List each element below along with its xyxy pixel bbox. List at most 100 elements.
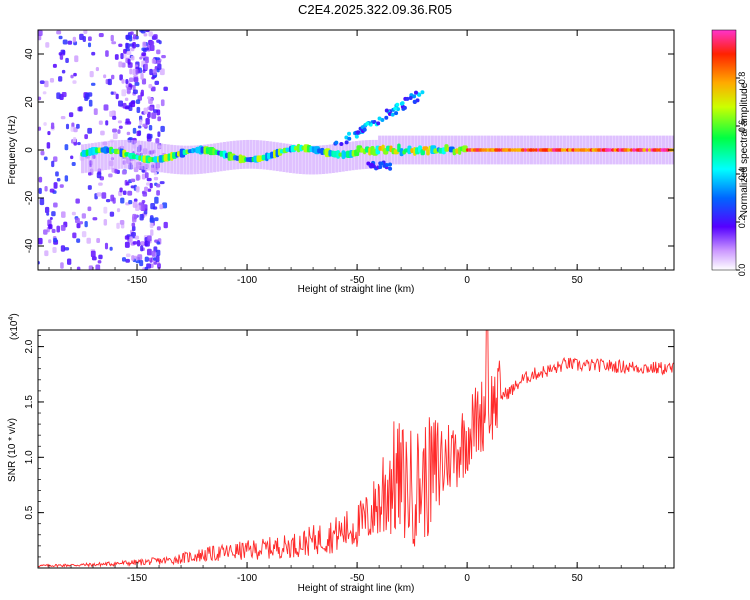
spectrogram-noise-cell [39,198,45,206]
spectrogram-noise-cell [89,71,94,78]
spectrogram-noise-cell [156,60,161,65]
spectrogram-noise-cell [144,240,150,247]
spectrogram-noise-cell [132,201,138,208]
spectrogram-noise-cell [139,213,144,221]
spectrogram-halo-cell [209,143,213,173]
spectrogram-halo-cell [331,144,335,173]
snr-x-tick-label: 50 [572,573,584,584]
spectrogram-noise-cell [120,53,124,60]
spectrogram-noise-cell [161,54,166,59]
spectrogram-noise-cell [149,182,153,189]
spectrogram-noise-cell [139,119,143,126]
snr-y-tick-label: 1.0 [24,450,35,464]
spectrogram-noise-cell [121,79,125,84]
spectrogram-chirp-cell [420,90,425,95]
colorbar-tick-label: 0.2 [737,216,747,229]
spectrogram-noise-cell [53,237,58,243]
spectrogram-noise-cell [122,190,127,196]
spectrogram-halo-cell [189,145,193,175]
spectrogram-noise-cell [128,77,134,82]
spectrogram-chirp-cell [417,92,422,97]
spectrogram-noise-cell [65,57,69,64]
spectrogram-chirp-cell [379,161,384,166]
spectrogram-noise-cell [137,239,141,247]
colorbar-gradient [711,29,737,271]
spectrogram-noise-cell [136,106,141,113]
spectrogram-noise-cell [72,80,77,84]
spectrogram-chirp-cell [366,161,371,166]
spectrogram-noise-cell [98,182,103,186]
spectrogram-chirp-cell [339,141,344,146]
spectrogram-noise-cell [112,115,117,120]
spectrogram-noise-cell [132,42,136,49]
spectrogram-noise-cell [136,130,141,137]
spectrogram-noise-cell [156,241,161,245]
colorbar-tick-label: 0.6 [737,120,747,133]
spectrogram-chirp-cell [378,165,383,170]
spectrogram-chirp-cell [388,162,393,167]
spectrogram-noise-cell [53,202,58,208]
spectrogram-noise-cell [105,50,109,57]
snr-multiplier-text: (x104) [8,313,20,340]
spectrogram-noise-cell [151,250,156,257]
spectrogram-halo-cell [203,144,207,174]
spectrogram-halo-cell [94,142,98,172]
spectrogram-noise-cell [67,40,73,45]
spectrogram-noise-cell [150,203,156,210]
snr-y-tick-label: 2.0 [24,339,35,353]
spectrogram-noise-cell [58,52,63,56]
spectrogram-noise-cell [88,36,92,42]
spectrogram-tone-cell [632,148,636,152]
spectrogram-noise-cell [156,49,161,55]
spectrogram-noise-cell [149,40,155,46]
spectrogram-noise-cell [124,241,130,248]
spectrogram-chirp-cell [384,108,389,113]
spectrogram-chirp-cell [355,130,360,135]
spectrogram-noise-cell [157,131,161,137]
spectrogram-noise-cell [151,76,155,80]
spectrogram-noise-cell [119,187,123,193]
spectrogram-noise-cell [49,188,55,193]
spectrogram-noise-cell [87,185,92,190]
spectrogram-noise-cell [65,123,70,130]
spectrogram-noise-cell [126,121,132,125]
spectrogram-halo-cell [150,142,154,171]
spectrogram-halo-cell [295,144,299,174]
spectrogram-noise-cell [38,187,42,194]
spectrogram-noise-cell [144,256,149,262]
spectrogram-chirp-cell [412,94,417,99]
spectrogram-noise-cell [103,104,109,111]
spectrogram-noise-cell [38,126,42,131]
spectrogram-chirp-cell [347,131,352,136]
spectrogram-noise-cell [157,63,162,70]
spectrogram-chirp-cell [414,90,419,95]
spectrogram-noise-cell [70,74,74,79]
spectrogram-tone-cell [85,149,89,156]
spectrogram-noise-cell [142,123,148,128]
spectrogram-noise-cell [145,118,150,125]
spectrogram-noise-cell [101,192,107,199]
spectrogram-noise-cell [105,120,109,126]
spectrogram-noise-cell [159,181,165,185]
spectrogram-noise-cell [149,44,155,52]
spectrogram-tone-cell [524,148,528,152]
spectrogram-halo-cell [305,145,309,175]
spectrogram-noise-cell [100,130,105,136]
spectrogram-noise-cell [42,91,47,95]
spectrogram-noise-cell [155,255,160,263]
spectrogram-chirp-cell [354,134,359,139]
spectrogram-noise-cell [110,34,114,42]
spectrogram-noise-cell [154,217,159,222]
spectrogram-noise-cell [160,125,165,132]
spectrogram-halo-cell [199,145,203,174]
snr-background [38,330,674,568]
spectrogram-noise-cell [96,192,102,197]
spectrogram-chirp-cell [365,121,370,126]
spectrogram-halo-cell [183,145,187,175]
spectrogram-noise-cell [148,83,153,89]
spectrogram-halo-cell [255,140,259,169]
spectrogram-noise-cell [125,42,129,49]
spectrogram-noise-cell [43,156,48,161]
spectrogram-noise-cell [51,228,56,234]
spectrogram-x-tick-label: -50 [350,275,365,286]
